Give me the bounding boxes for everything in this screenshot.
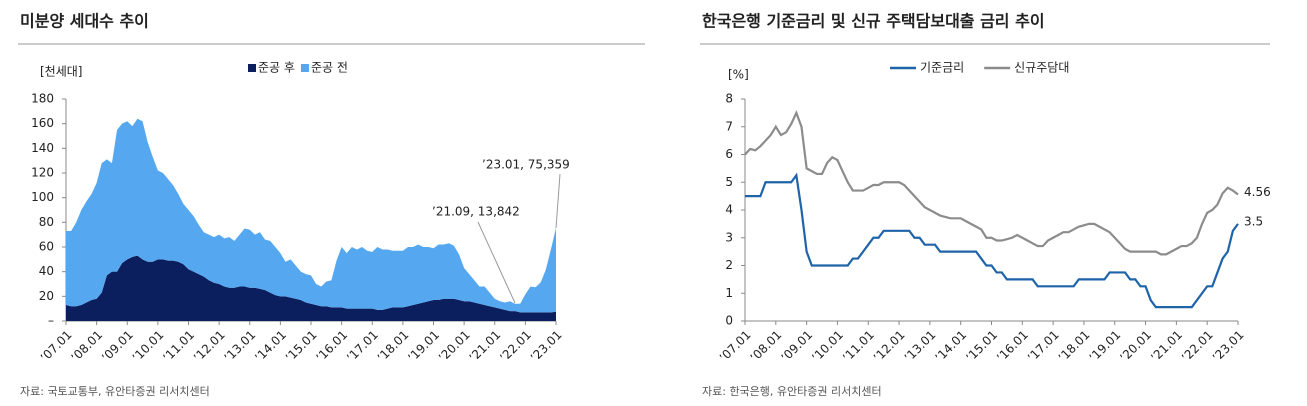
x-tick-label: ’13.01 [902, 328, 939, 365]
x-tick-label: ’10.01 [130, 328, 167, 365]
annotation-arrow [555, 173, 561, 229]
y-tick-label: 8 [725, 92, 733, 106]
x-tick-label: ’14.01 [252, 328, 289, 365]
x-tick-label: ’11.01 [160, 328, 197, 365]
y-tick-label: 5 [725, 175, 733, 189]
y-axis-label: [%] [728, 68, 749, 82]
y-tick-label: 20 [39, 289, 54, 303]
annotation-arrow [477, 221, 516, 304]
y-tick-label: 6 [725, 147, 733, 161]
y-tick-label: 4 [725, 203, 733, 217]
y-tick-label: 40 [39, 264, 54, 278]
y-tick-label: 140 [31, 141, 54, 155]
legend-label: 준공 후 [258, 61, 295, 75]
source: 자료: 국토교통부, 유안타증권 리서치센터 [20, 385, 210, 398]
y-axis-label: [천세대] [40, 64, 82, 79]
y-tick-label: 180 [31, 92, 54, 106]
x-tick-label: ’12.01 [871, 328, 908, 365]
y-tick-label: 1 [725, 286, 733, 300]
x-tick-label: ’23.01 [1210, 328, 1247, 365]
legend-label: 준공 전 [311, 61, 348, 75]
y-tick-label: 3 [725, 230, 733, 244]
source: 자료: 한국은행, 유안타증권 리서치센터 [702, 385, 882, 398]
x-tick-label: ’16.01 [994, 328, 1031, 365]
x-tick-label: ’17.01 [344, 328, 381, 365]
area [66, 255, 556, 321]
x-tick-label: ’07.01 [717, 328, 754, 365]
end-label: 3.5 [1244, 214, 1263, 228]
end-label: 4.56 [1244, 185, 1271, 199]
x-tick-label: ’20.01 [1117, 328, 1154, 365]
x-tick-label: ’17.01 [1025, 328, 1062, 365]
area [66, 118, 556, 313]
line [744, 110, 1239, 256]
x-tick-label: ’12.01 [191, 328, 228, 365]
x-tick-label: ’08.01 [748, 328, 785, 365]
x-tick-label: ’19.01 [1086, 328, 1123, 365]
chart-title: 한국은행 기준금리 및 신규 주택담보대출 금리 추이 [702, 12, 1045, 31]
y-tick-label: 120 [31, 166, 54, 180]
x-tick-label: ’15.01 [963, 328, 1000, 365]
x-tick-label: ’14.01 [932, 328, 969, 365]
x-tick-label: ’09.01 [778, 328, 815, 365]
legend-swatch [300, 64, 309, 72]
legend-label: 신규주담대 [1014, 61, 1069, 75]
x-tick-label: ’15.01 [283, 328, 320, 365]
x-tick-label: ’22.01 [497, 328, 534, 365]
x-tick-label: ’10.01 [809, 328, 846, 365]
x-tick-label: ’11.01 [840, 328, 877, 365]
annotation: ’21.09, 13,842 [432, 205, 520, 219]
x-tick-label: ’08.01 [68, 328, 105, 365]
x-tick-label: ’23.01 [528, 328, 565, 365]
x-tick-label: ’16.01 [313, 328, 350, 365]
x-tick-label: ’13.01 [221, 328, 258, 365]
x-tick-label: ’09.01 [99, 328, 136, 365]
x-tick-label: ’21.01 [466, 328, 503, 365]
y-tick-label: 0 [725, 314, 733, 328]
x-tick-label: ’18.01 [375, 328, 412, 365]
x-tick-label: ’18.01 [1056, 328, 1093, 365]
x-tick-label: ’07.01 [38, 328, 75, 365]
y-tick-label: 80 [39, 215, 54, 229]
legend-label: 기준금리 [920, 61, 964, 75]
y-tick-label: 7 [725, 119, 733, 133]
line [745, 172, 1239, 309]
legend-swatch [248, 64, 256, 72]
y-tick-label: 100 [31, 190, 54, 204]
y-tick-label: 2 [725, 258, 733, 272]
chart-title: 미분양 세대수 추이 [20, 12, 149, 31]
x-tick-label: ’19.01 [405, 328, 442, 365]
x-tick-label: ’21.01 [1148, 328, 1185, 365]
y-tick-label: 60 [39, 240, 54, 254]
x-tick-label: ’22.01 [1179, 328, 1216, 365]
x-tick-label: ’20.01 [436, 328, 473, 365]
y-tick-label: – [48, 314, 54, 328]
y-tick-label: 160 [31, 116, 54, 130]
annotation: ’23.01, 75,359 [482, 158, 570, 172]
